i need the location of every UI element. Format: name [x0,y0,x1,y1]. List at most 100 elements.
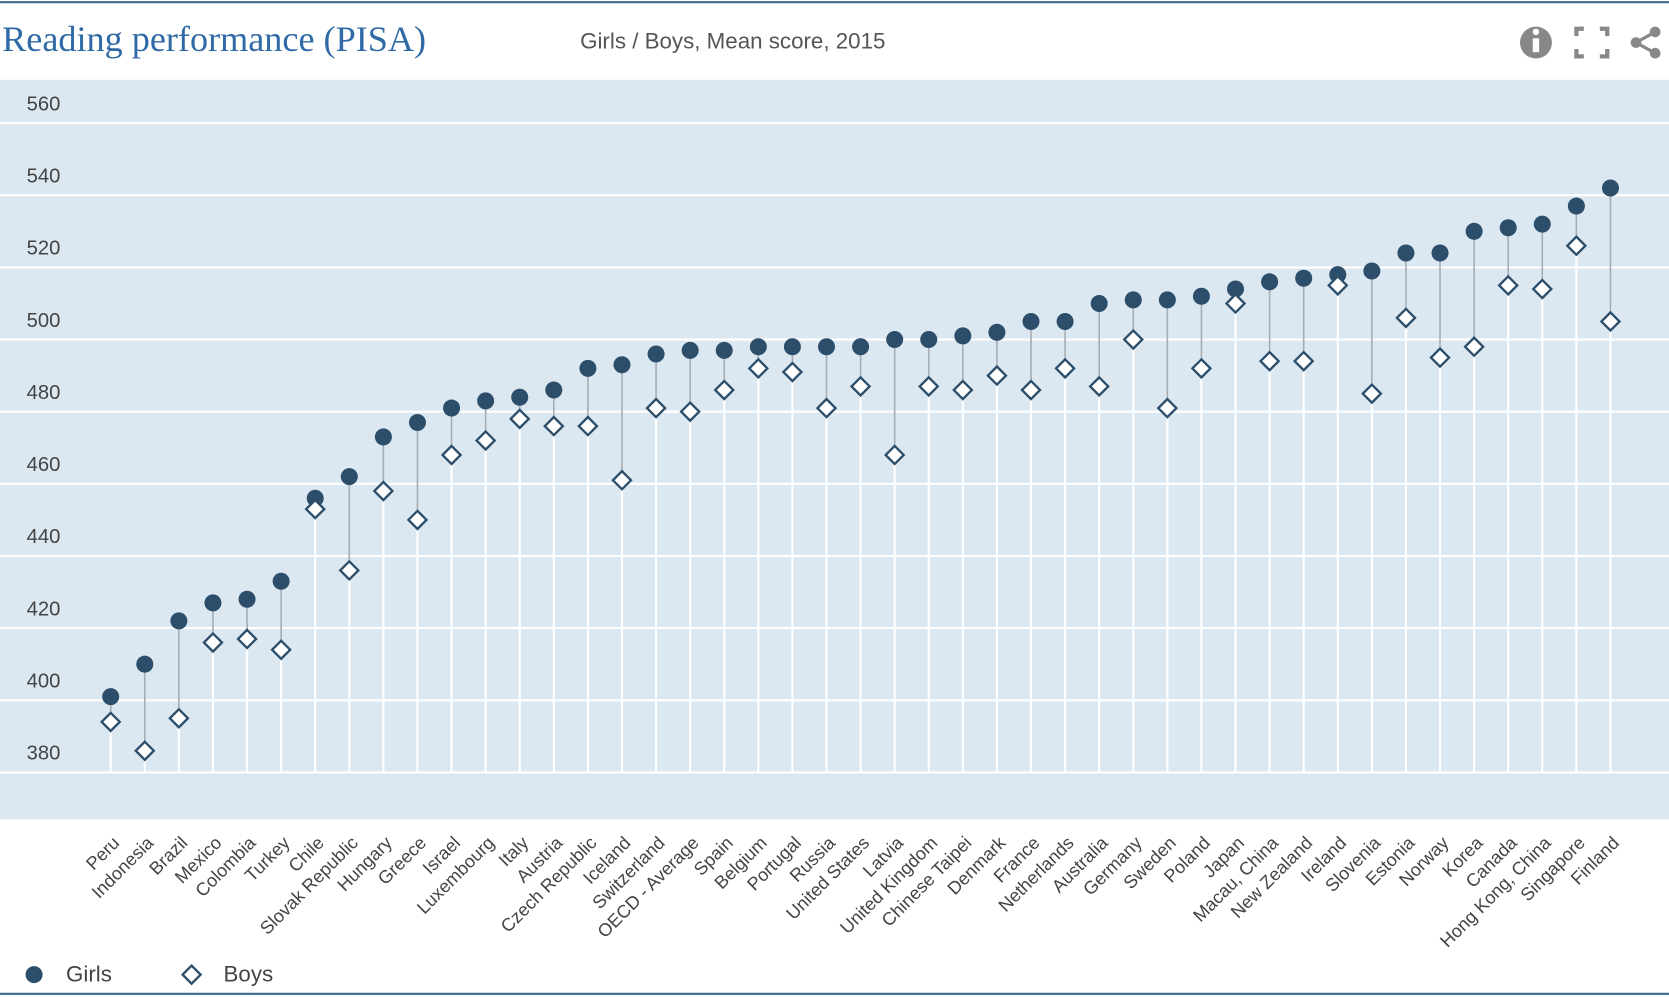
boys-diamond [1088,375,1110,398]
chart-title: Reading performance (PISA) [2,19,426,59]
girls-dot [1192,287,1210,305]
girls-dot [1227,280,1245,298]
girls-dot [1124,291,1142,309]
boys-diamond [986,364,1008,387]
boys-diamond [1293,350,1315,372]
girls-dot [204,594,222,612]
girls-dot [477,392,495,410]
boys-diamond [134,740,156,762]
girls-dot [443,399,461,417]
boys-diamond [713,379,735,401]
boys-diamond [270,639,292,661]
boys-diamond [509,408,531,430]
chart-subtitle: Girls / Boys, Mean score, 2015 [580,28,885,53]
boys-diamond [1463,336,1485,358]
girls-dot [1567,197,1585,215]
girls-dot [1056,312,1074,331]
girls-dot [545,381,563,399]
y-tick-label: 380 [27,743,61,765]
boys-diamond [1599,310,1622,333]
girls-dot [988,323,1006,341]
boys-diamond [1054,357,1076,380]
boys-diamond [100,711,122,733]
girls-dot [1431,244,1449,262]
girls-dot [306,489,324,507]
girls-dot [1601,179,1619,197]
boys-diamond [1020,379,1042,401]
girls-dot [579,359,597,377]
girls-dot [1090,294,1108,312]
fullscreen-icon[interactable] [1574,26,1610,59]
boys-diamond [202,631,224,654]
boys-diamond [815,397,838,419]
y-tick-label: 460 [27,454,61,476]
boys-diamond [577,415,599,437]
legend-marker [180,963,203,986]
girls-dot [238,590,256,608]
girls-dot [1533,215,1551,233]
boys-diamond [372,480,395,502]
boys-diamond [952,379,974,401]
boys-diamond [611,469,633,491]
girls-dot [749,338,767,356]
girls-dot [1022,312,1040,331]
girls-dot [613,356,631,374]
boys-diamond [168,707,190,729]
boys-diamond [1190,357,1213,380]
boys-diamond [1224,292,1247,315]
legend-label: Girls [66,962,112,987]
girls-dot [1158,291,1176,309]
boys-diamond [781,361,804,383]
y-tick-label: 400 [27,671,61,693]
girls-dot [681,341,699,359]
y-tick-label: 420 [27,598,61,620]
girls-dot [783,338,801,356]
girls-dot [1295,269,1313,287]
legend-marker [25,966,43,984]
boys-diamond [543,415,565,437]
boys-diamond [883,444,906,466]
y-tick-label: 540 [27,165,61,187]
girls-dot [340,468,358,486]
y-tick-label: 560 [27,93,61,115]
girls-dot [136,655,154,673]
boys-diamond [1258,350,1281,372]
girls-dot [1499,219,1517,237]
boys-diamond [474,429,497,452]
girls-dot [102,688,120,706]
girls-dot [272,572,290,590]
boys-diamond [1361,382,1383,405]
boys-diamond [747,357,770,380]
boys-diamond [918,375,940,398]
boys-diamond [1395,307,1417,329]
girls-dot [1397,244,1415,262]
girls-dot [1465,222,1483,240]
girls-dot [511,388,529,406]
boys-diamond [440,444,463,466]
girls-dot [886,331,904,349]
girls-dot [374,428,392,446]
y-tick-label: 500 [27,310,61,332]
girls-dot [1363,262,1381,280]
boys-diamond [1156,397,1179,419]
boys-diamond [679,400,701,423]
girls-dot [1261,273,1279,291]
info-icon[interactable] [1519,26,1552,59]
boys-diamond [1531,278,1553,300]
y-tick-label: 480 [27,382,61,404]
legend-label: Boys [224,962,274,987]
girls-dot [170,612,188,630]
boys-diamond [406,509,429,531]
y-tick-label: 440 [27,526,61,548]
girls-dot [852,338,870,356]
boys-diamond [338,559,360,582]
girls-dot [1329,266,1347,284]
boys-diamond [849,375,872,398]
girls-dot [954,327,972,345]
share-icon[interactable] [1630,26,1661,59]
boys-diamond [304,498,326,520]
plot-background [0,79,1669,820]
boys-diamond [236,628,258,650]
boys-diamond [1429,346,1451,369]
